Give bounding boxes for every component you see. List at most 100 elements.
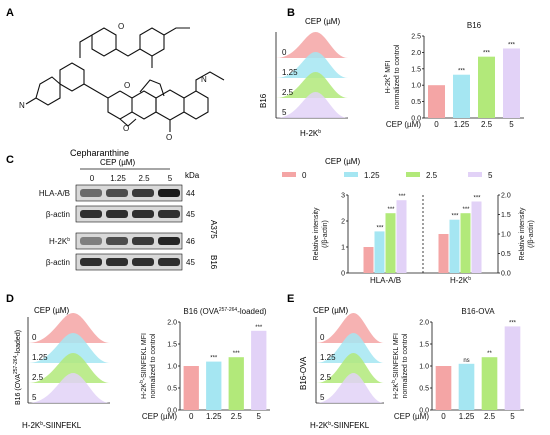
d-y-tick-label: 0.0 <box>167 408 177 415</box>
b-hist-curve-2 <box>276 72 348 98</box>
e-hist-dose-label: 5 <box>320 393 325 402</box>
d-x-tick-label: 0 <box>189 412 194 421</box>
c-blot-band-2-1 <box>106 237 128 245</box>
cepharanthine-structure <box>25 27 225 132</box>
c-bar-1-2 <box>460 213 471 273</box>
c-blot-band-1-2 <box>132 210 154 218</box>
e-y-tick-label: 0.5 <box>419 386 429 393</box>
b-x-tick-label: 5 <box>509 120 514 129</box>
c-blot-band-1-0 <box>80 210 102 218</box>
d-significance: *** <box>210 356 218 362</box>
c-significance: *** <box>451 214 459 220</box>
b-hist-curve-0 <box>276 32 348 58</box>
b-y-tick-label: 2.5 <box>411 34 421 41</box>
b-hist-curve-1 <box>276 52 348 78</box>
e-title: B16-OVA <box>461 307 495 316</box>
c-significance: *** <box>462 207 470 213</box>
b-title-main: B16 <box>467 21 482 30</box>
e-hist-dose-label: 2.5 <box>320 373 332 382</box>
b-bar-1 <box>453 74 470 118</box>
n-methyl-right: N <box>201 75 207 84</box>
c-y-tick-label-right: 0.5 <box>501 251 511 258</box>
d-histogram: 0 1.25 2.5 5 <box>27 313 110 404</box>
b-title: B16 <box>467 21 482 30</box>
c-x-tick-label: H-2Kb <box>450 276 471 285</box>
d-title-tail: -loaded) <box>237 307 267 316</box>
c-blot-dose-label: 2.5 <box>138 174 150 183</box>
c-y-tick-label-right: 2.0 <box>501 193 511 200</box>
c-side-label-a375: A375 <box>209 220 218 239</box>
c-legend-swatch-0 <box>282 172 296 177</box>
c-y-tick-label-right: 0.0 <box>501 271 511 278</box>
b-hist-curve-3 <box>276 92 348 118</box>
e-bar-2 <box>481 357 498 410</box>
d-hist-curve-2 <box>28 353 110 383</box>
panel-label-c: C <box>6 154 14 166</box>
c-blot-band-2-3 <box>158 237 180 245</box>
d-hist-dose-label: 1.25 <box>32 353 48 362</box>
b-hist-dose-label: 1.25 <box>282 68 298 77</box>
d-bar-0 <box>183 366 199 410</box>
c-y-tick-label-right: 1.0 <box>501 232 511 239</box>
e-bar-1 <box>458 363 475 410</box>
d-hist-dose-label: 2.5 <box>32 373 44 382</box>
methoxy-bottom: O <box>166 133 172 142</box>
c-blot-strip-1 <box>75 205 183 223</box>
c-y-tick-label: 2 <box>341 219 345 226</box>
e-hist-axis-label: H-2Kb-SIINFEKL <box>310 421 370 430</box>
c-blot-strip-3 <box>75 253 183 271</box>
d-y-label-main: H-2K <box>141 383 148 399</box>
c-x-tick-main: HLA-A/B <box>370 276 401 285</box>
d-y-tick-label: 0.5 <box>167 386 177 393</box>
b-hist-dose-label: 0 <box>282 48 287 57</box>
c-blot-row-label: β-actin <box>46 258 70 267</box>
c-blot-band-0-3 <box>158 189 180 197</box>
c-bar-1-1 <box>449 219 460 273</box>
b-hist-side-label: B16 <box>259 93 268 108</box>
c-blot-kda: 45 <box>186 258 195 267</box>
e-bar-0 <box>435 366 452 410</box>
b-y-tick-label: 2.0 <box>411 50 421 57</box>
b-significance: *** <box>483 51 491 57</box>
c-blot-kda: 45 <box>186 210 195 219</box>
dioxole-o: O <box>123 124 129 133</box>
b-bar-chart: 0.0 0.5 1.0 1.5 2.0 2.5 0 *** 1.25 *** 2.5 *** 5 CEP … <box>383 21 524 129</box>
c-legend-swatch-3 <box>468 172 482 177</box>
c-blot-band-2-0 <box>80 237 102 245</box>
e-x-tick-label: 1.25 <box>459 412 475 421</box>
c-blot-row-label: β-actin <box>46 210 70 219</box>
e-hist-curve-1 <box>316 333 384 363</box>
c-blot-band-2-2 <box>132 237 154 245</box>
e-x-axis-label: CEP (µM) <box>394 412 429 421</box>
d-bar-chart: 0.0 0.5 1.0 1.5 2.0 0 *** 1.25 *** 2.5 *** 5 CEP (µM… <box>139 307 270 421</box>
c-significance: *** <box>376 225 384 231</box>
b-x-tick-label: 2.5 <box>481 120 493 129</box>
panel-label-a: A <box>6 7 14 19</box>
c-blot-dose-label: 0 <box>90 174 95 183</box>
c-bar-0-1 <box>374 231 385 273</box>
c-blot-dose-label: 1.25 <box>110 174 126 183</box>
c-y-tick-label-right: 1.5 <box>501 212 511 219</box>
b-y-label-sup: b <box>383 74 389 77</box>
c-blot-strip-2 <box>75 232 183 250</box>
b-significance: *** <box>458 69 466 75</box>
e-title-main: B16-OVA <box>461 307 495 316</box>
e-hist-side-label: B16-OVA <box>299 356 308 390</box>
c-blot-band-1-1 <box>106 210 128 218</box>
c-y-axis-label-right: Relative intensity <box>519 207 526 260</box>
c-bar-1-0 <box>438 234 449 273</box>
d-y-label-sup: b <box>139 380 145 383</box>
methoxy-top: O <box>118 22 124 31</box>
d-y-axis-label-2: normalized to control <box>150 333 157 398</box>
e-y-label-tail: -SIINFEKL MFI <box>393 333 400 380</box>
d-hist-curve-1 <box>28 333 110 363</box>
panel-label-b: B <box>287 7 295 19</box>
d-x-tick-label: 1.25 <box>206 412 222 421</box>
e-y-axis-label: H-2Kb-SIINFEKL MFI <box>391 333 400 399</box>
c-blot-row-label: H-2Kb <box>49 237 70 246</box>
d-hist-title: CEP (µM) <box>34 306 69 315</box>
c-blot-kda: 46 <box>186 237 195 246</box>
c-y-tick-label: 0 <box>341 271 345 278</box>
c-legend-swatch-1 <box>344 172 358 177</box>
